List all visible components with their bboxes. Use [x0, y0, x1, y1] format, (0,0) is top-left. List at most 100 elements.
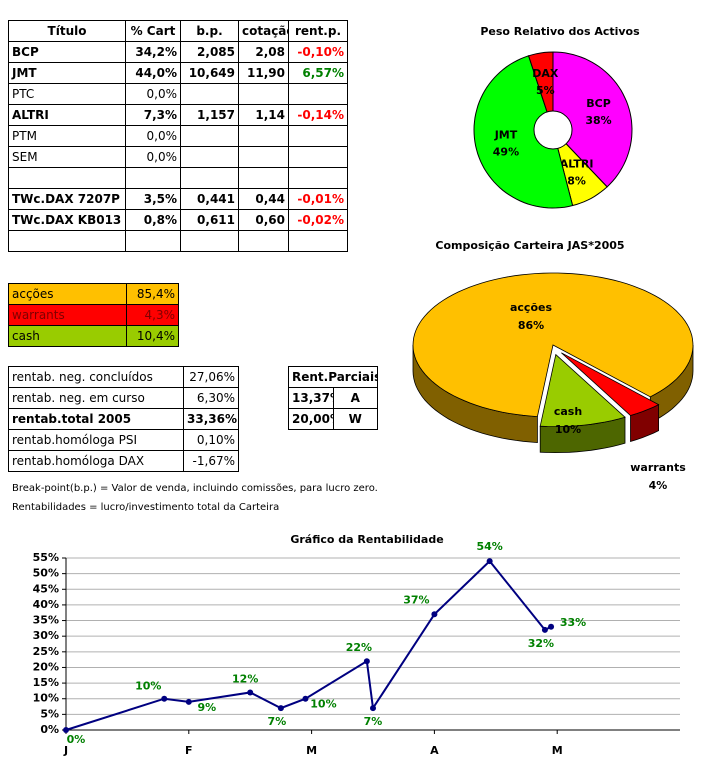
row: ALTRI 7,3% 1,157 1,14 -0,14% [8, 104, 348, 126]
empty-cell [180, 167, 239, 189]
y-tick-label: 40% [33, 598, 59, 611]
marker [541, 626, 548, 633]
header-cell: rent.p. [288, 20, 348, 42]
empty-cell [125, 167, 181, 189]
y-tick-label: 45% [33, 582, 59, 595]
x-tick-label: M [306, 744, 317, 757]
slice-value: 86% [518, 319, 544, 332]
y-tick-label: 15% [33, 676, 59, 689]
cell: A [332, 387, 378, 409]
slice-label: cash [554, 405, 582, 418]
note: Rentabilidades = lucro/investimento tota… [12, 502, 280, 513]
data-label: 37% [403, 593, 429, 606]
marker [161, 695, 168, 702]
row: rentab. neg. em curso 6,30% [8, 387, 239, 409]
y-tick-label: 30% [33, 629, 59, 642]
header-cell: % Cart [125, 20, 181, 42]
cell: 7,3% [125, 104, 181, 126]
data-label: 9% [197, 701, 216, 714]
slice [552, 128, 608, 207]
cell: 0,60 [238, 209, 289, 231]
holdings-table: Título% Cartb.p.cotaçãorent.p.BCP34,2%2,… [8, 20, 348, 252]
header-cell: cotação [238, 20, 289, 42]
cell: 33,36% [183, 408, 239, 430]
cell: 0,0% [125, 146, 181, 168]
cell: 2,085 [180, 41, 239, 63]
cell: cash [8, 325, 127, 347]
y-tick-label: 10% [33, 692, 59, 705]
empty-cell [180, 125, 239, 147]
cell: 1,14 [238, 104, 289, 126]
data-label: 10% [135, 680, 161, 693]
empty-cell [180, 146, 239, 168]
cell: PTC [8, 83, 126, 105]
x-tick-label: F [185, 744, 193, 757]
empty-cell [125, 230, 181, 252]
slice-label: warrants [630, 461, 686, 474]
cell: ALTRI [8, 104, 126, 126]
cell: 0,0% [125, 83, 181, 105]
slice-value: 5% [536, 84, 555, 97]
empty-cell [288, 167, 348, 189]
cell: 0,44 [238, 188, 289, 210]
y-tick-label: 0% [40, 723, 59, 736]
cell: 11,90 [238, 62, 289, 84]
row: TWc.DAX 7207P 3,5% 0,441 0,44 -0,01% [8, 188, 348, 210]
cell: TWc.DAX KB013 [8, 209, 126, 231]
data-label: 22% [346, 641, 372, 654]
cell: SEM [8, 146, 126, 168]
y-tick-label: 55% [33, 551, 59, 564]
row: TWc.DAX KB013 0,8% 0,611 0,60 -0,02% [8, 209, 348, 231]
data-label: 10% [310, 698, 336, 711]
chart-title: Composição Carteira JAS*2005 [435, 239, 624, 252]
cell: 20,00% [288, 408, 334, 430]
header-cell: Rent.Parciais [288, 366, 378, 388]
cell: -0,10% [288, 41, 348, 63]
cell: 4,3% [126, 304, 179, 326]
y-tick-label: 50% [33, 567, 59, 580]
x-tick-label: J [63, 744, 68, 757]
header-cell: Título [8, 20, 126, 42]
marker [302, 695, 309, 702]
marker [63, 727, 69, 733]
marker [363, 658, 370, 665]
cell: 0,441 [180, 188, 239, 210]
row: cash 10,4% [8, 325, 179, 347]
y-tick-label: 25% [33, 645, 59, 658]
marker [548, 623, 555, 630]
slice-value: 49% [493, 145, 519, 158]
row: rentab.homóloga DAX -1,67% [8, 450, 239, 472]
header-cell: b.p. [180, 20, 239, 42]
cell: -0,14% [288, 104, 348, 126]
empty-cell [238, 125, 289, 147]
data-label: 12% [232, 672, 258, 685]
cell: 27,06% [183, 366, 239, 388]
empty-cell [238, 146, 289, 168]
cell: 13,37% [288, 387, 334, 409]
data-label: 7% [268, 715, 287, 728]
x-tick-label: A [430, 744, 439, 757]
cell: JMT [8, 62, 126, 84]
empty-cell [288, 125, 348, 147]
row: acções 85,4% [8, 283, 179, 305]
cell: 0,611 [180, 209, 239, 231]
empty-cell [288, 83, 348, 105]
cell: 10,4% [126, 325, 179, 347]
empty-cell [238, 167, 289, 189]
empty-cell [8, 167, 126, 189]
blank-row [8, 230, 348, 252]
data-label: 54% [476, 540, 502, 553]
empty-cell [8, 230, 126, 252]
slice [561, 352, 660, 416]
row: rentab.homóloga PSI 0,10% [8, 429, 239, 451]
empty-cell [180, 83, 239, 105]
marker [185, 698, 192, 705]
allocation-table: acções 85,4% warrants 4,3% cash 10,4% [8, 283, 179, 347]
slice [539, 353, 626, 428]
data-label: 7% [364, 715, 383, 728]
marker [247, 689, 254, 696]
row: 20,00%W [288, 408, 378, 430]
